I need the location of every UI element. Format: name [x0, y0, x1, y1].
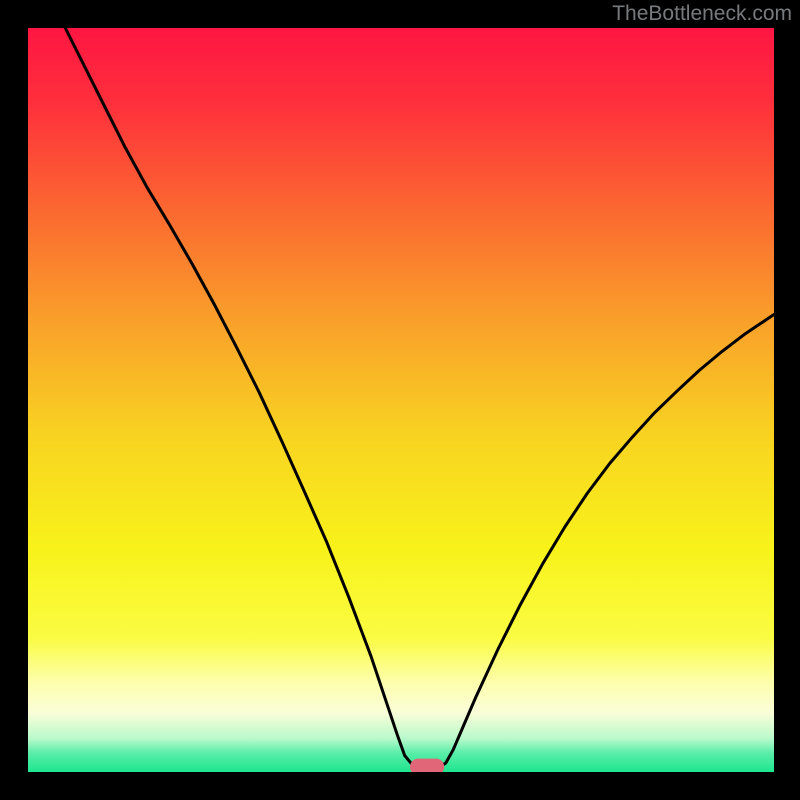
chart-container: TheBottleneck.com [0, 0, 800, 800]
watermark-text: TheBottleneck.com [612, 2, 792, 26]
optimal-marker [410, 759, 444, 772]
bottleneck-chart [28, 28, 774, 772]
chart-background [28, 28, 774, 772]
